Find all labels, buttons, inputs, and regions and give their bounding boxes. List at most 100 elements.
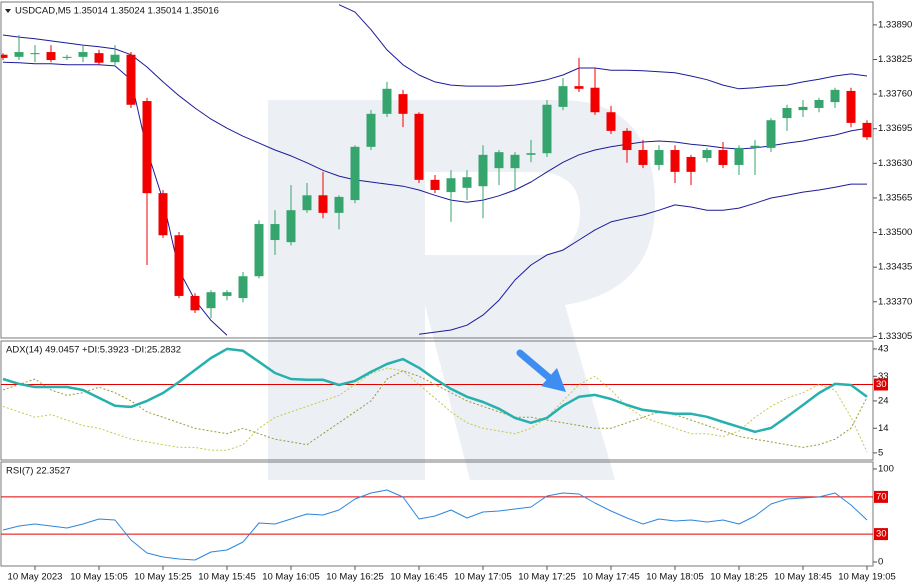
candle-body [446,178,456,193]
y-tick-label: 24 [878,395,889,406]
candle-body [798,106,808,111]
y-tick-label: 1.33565 [878,192,912,203]
candle-body [414,113,424,180]
x-tick-label: 10 May 18:25 [710,572,768,583]
series-line [2,489,868,561]
x-tick-label: 10 May 17:45 [582,572,640,583]
y-tick-label: 33 [878,371,889,382]
candle-body [94,53,104,63]
rsi-title: RSI(7) 22.3527 [6,466,70,477]
annotation-arrow [516,349,566,392]
candle-body [222,292,232,296]
candle-body [830,89,840,103]
candle-body [254,224,264,277]
plot-layer: 1.33890 1.33825 1.33760 1.33695 1.33630 1.335… [1,4,912,583]
candle-body [30,53,40,55]
y-tick-label: 5 [878,447,883,458]
y-tick-label: 1.33305 [878,331,912,342]
level-label-box [874,378,888,391]
level-label: 70 [876,491,887,502]
candle-body [478,154,488,187]
rsi-panel [0,461,874,567]
candle-body [398,94,408,114]
candle-body [750,145,760,148]
candle-body [46,52,56,61]
candle-body [334,196,344,213]
level-label: 30 [876,529,887,540]
candle-body [638,150,648,165]
candle-body [606,112,616,131]
candle-body [782,107,792,119]
candle-body [366,113,376,147]
candle-body [238,276,248,299]
series-line [338,4,868,90]
candle-body [110,54,120,63]
candle-body [622,130,632,151]
candle-body [14,52,24,57]
candle-body [206,292,216,309]
level-label: 30 [876,379,887,390]
x-tick-label: 10 May 15:05 [70,572,128,583]
candle-body [270,224,280,241]
candle-body [558,86,568,107]
panel-plot [1,489,873,561]
y-tick-label: 1.33630 [878,158,912,169]
level-label-box [874,490,888,503]
candle-body [814,99,824,108]
candle-body [462,177,472,188]
x-tick-label: 10 May 15:45 [198,572,256,583]
candle-body [78,52,88,57]
y-tick-label: 1.33760 [878,89,912,100]
series-line [2,370,868,448]
level-label-box [874,528,888,541]
adx-title: ADX(14) 49.0457 +DI:5.3923 -DI:25.2832 [6,345,181,356]
candle-body [670,150,680,172]
y-tick-label: 43 [878,343,889,354]
watermark [268,100,655,480]
dropdown-icon[interactable] [5,9,11,13]
candle-body [350,146,360,201]
x-tick-label: 10 May 16:05 [262,572,320,583]
candle-body [862,122,872,138]
candle-body [846,90,856,123]
x-tick-label: 10 May 19:05 [838,572,896,583]
candle-body [654,150,664,165]
candle-body [526,153,536,155]
x-tick-label: 10 May 16:45 [390,572,448,583]
candle-body [190,295,200,311]
candle-body [718,150,728,165]
candle-body [510,154,520,169]
x-tick-label: 10 May 18:45 [774,572,832,583]
candle-body [430,179,440,190]
y-tick-label: 14 [878,423,889,434]
candle-body [286,210,296,243]
panel-plot [1,347,873,453]
y-tick-label: 1.33500 [878,227,912,238]
y-tick-label: 1.33890 [878,19,912,30]
x-tick-label: 10 May 16:25 [326,572,384,583]
y-tick-label: 100 [878,463,894,474]
y-tick-label: 1.33695 [878,123,912,134]
candle-body [702,150,712,159]
x-tick-label: 10 May 15:25 [134,572,192,583]
y-tick-label: 1.33370 [878,296,912,307]
y-tick-label: 1.33435 [878,262,912,273]
candle-body [158,193,168,236]
candle-body [382,88,392,114]
candle-body [302,195,312,211]
chart-title: USDCAD,M5 1.35014 1.35024 1.35014 1.3501… [15,6,219,17]
price-panel [0,1,874,339]
candle-body [494,152,504,169]
candle-body [766,120,776,148]
candle-body [1,54,8,58]
candle-body [142,101,152,194]
series-line [2,347,868,434]
candle-body [686,156,696,172]
x-tick-label: 10 May 17:25 [518,572,576,583]
x-tick-label: 10 May 17:05 [454,572,512,583]
series-line [2,61,867,336]
candle-body [318,195,328,213]
candle-body [590,87,600,113]
